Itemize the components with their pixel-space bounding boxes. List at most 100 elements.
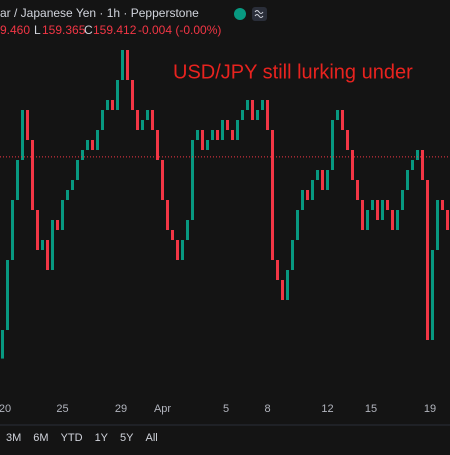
candle [1,330,4,359]
candle [406,170,409,190]
x-tick-label: 19 [424,403,436,415]
candle [121,50,124,80]
candle [261,100,264,110]
candle [181,240,184,260]
candle [81,150,84,160]
low-value: 159.365 [42,23,86,37]
candle [421,150,424,180]
candle [111,100,114,110]
candle [116,80,119,110]
candle [151,110,154,130]
candle [106,100,109,110]
x-tick-label: 29 [115,403,127,415]
range-button[interactable]: All [146,432,158,444]
range-button[interactable]: 5Y [120,432,134,444]
candle [356,180,359,200]
candle [381,200,384,220]
candle [31,140,34,210]
candle [351,150,354,180]
indicator-icon[interactable] [252,7,267,21]
candle [226,120,229,130]
candle [436,200,439,250]
x-tick-label: 12 [321,403,333,415]
candle [11,200,14,260]
candle [426,180,429,340]
range-button[interactable]: 6M [33,432,48,444]
candle [446,210,449,230]
candle [321,170,324,190]
candle [201,130,204,150]
candle [141,120,144,130]
candle [156,130,159,160]
candle [411,160,414,170]
candle [266,100,269,130]
x-tick-label: 20 [0,403,11,415]
candle [251,100,254,120]
candle [401,190,404,210]
candle [16,160,19,200]
candle [46,240,49,270]
candle [376,200,379,220]
candle [41,240,44,250]
candle [366,210,369,230]
candle [256,110,259,120]
candle [276,260,279,280]
candle [441,200,444,210]
candle [386,200,389,210]
candle [286,270,289,300]
candle [161,160,164,200]
candle [301,190,304,210]
range-button[interactable]: 1Y [95,432,109,444]
close-prefix: C [84,23,93,37]
candle [136,110,139,130]
candle [176,240,179,260]
candle [306,190,309,200]
candle [131,80,134,110]
candle [331,120,334,170]
candle [56,220,59,230]
symbol-title: ar / Japanese Yen · 1h · Pepperstone [0,6,199,20]
change-value: -0.004 (-0.00%) [138,23,221,37]
candle [271,130,274,260]
low-prefix: L [34,23,41,37]
candle [346,130,349,150]
candle [66,190,69,200]
candle [431,250,434,340]
x-tick-label: 5 [223,403,229,415]
x-tick-label: 25 [56,403,68,415]
candle [296,210,299,240]
candle [371,200,374,210]
wave-glyph [254,10,264,18]
candle [211,130,214,140]
candle [231,130,234,140]
candle [91,140,94,150]
candle [216,130,219,140]
range-button[interactable]: 3M [6,432,21,444]
candle [416,150,419,160]
candle [341,110,344,130]
candle [316,170,319,180]
candle [26,110,29,140]
candle [191,140,194,220]
candle [36,210,39,250]
candle [101,110,104,130]
candle [6,260,9,330]
candle [391,210,394,230]
candle [236,120,239,140]
candle [166,200,169,230]
candle [126,50,129,80]
candle [206,140,209,150]
x-tick-label: 15 [365,403,377,415]
candle [311,180,314,200]
candle [71,180,74,190]
x-tick-label: 8 [264,403,270,415]
candle [361,200,364,230]
close-value: 159.412 [93,23,137,37]
range-button[interactable]: YTD [61,432,83,444]
candle [221,120,224,140]
candle [281,280,284,300]
candle [86,140,89,150]
candle [61,200,64,230]
